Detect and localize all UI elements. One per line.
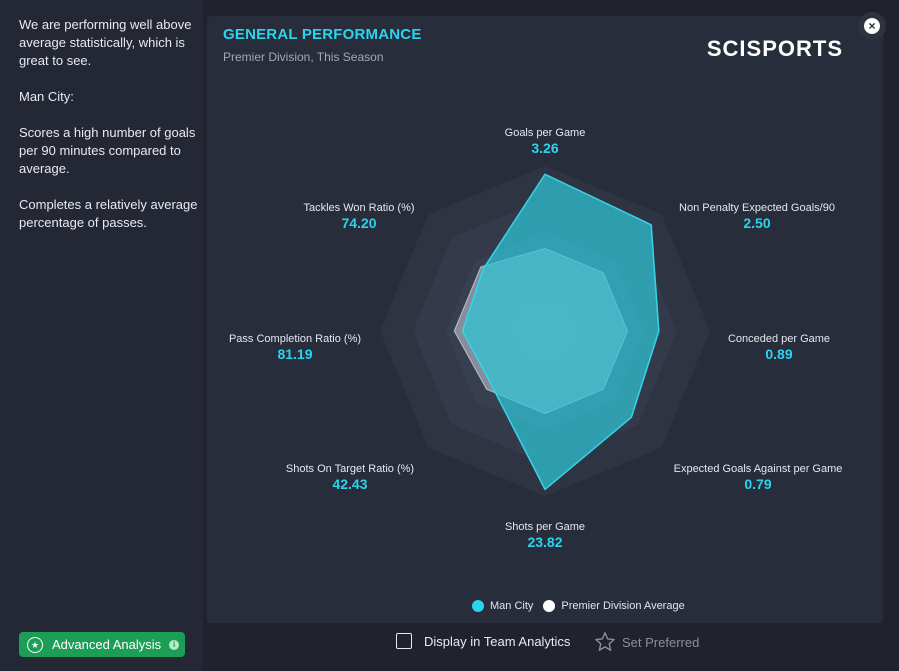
- summary-paragraph: Scores a high number of goals per 90 min…: [19, 125, 196, 176]
- display-team-analytics-checkbox[interactable]: [396, 633, 412, 649]
- series-area-man-city: [461, 173, 660, 491]
- summary-paragraph: Completes a relatively average percentag…: [19, 197, 198, 230]
- axis-label: Conceded per Game: [728, 333, 830, 345]
- axis-value-label: 3.26: [531, 140, 558, 156]
- legend-dot-icon: [472, 600, 484, 612]
- display-team-analytics-label: Display in Team Analytics: [424, 633, 571, 649]
- legend-label: Premier Division Average: [561, 600, 685, 612]
- summary-paragraph: Man City:: [19, 89, 74, 104]
- close-button[interactable]: ×: [858, 12, 886, 40]
- chart-legend: Man City Premier Division Average: [472, 600, 695, 612]
- axis-value-label: 0.79: [744, 476, 771, 492]
- star-outline-icon: [595, 632, 615, 651]
- legend-label: Man City: [490, 600, 534, 612]
- axis-label: Expected Goals Against per Game: [674, 463, 843, 475]
- display-team-analytics-toggle[interactable]: Display in Team Analytics: [396, 633, 570, 649]
- axis-label: Non Penalty Expected Goals/90: [679, 202, 835, 214]
- axis-label: Pass Completion Ratio (%): [229, 333, 361, 345]
- set-preferred-label: Set Preferred: [622, 634, 700, 650]
- axis-value-label: 74.20: [341, 215, 376, 231]
- axis-label: Tackles Won Ratio (%): [303, 202, 414, 214]
- axis-value-label: 81.19: [277, 346, 312, 362]
- advanced-analysis-button[interactable]: ★ Advanced Analysis i: [19, 632, 185, 657]
- info-icon[interactable]: i: [169, 639, 180, 650]
- card-title: GENERAL PERFORMANCE: [223, 26, 422, 43]
- axis-label: Shots On Target Ratio (%): [286, 463, 414, 475]
- axis-value-label: 42.43: [332, 476, 367, 492]
- performance-card: GENERAL PERFORMANCE Premier Division, Th…: [207, 16, 883, 623]
- close-icon: ×: [864, 18, 880, 34]
- star-badge-icon: ★: [27, 636, 43, 653]
- axis-label: Shots per Game: [505, 521, 585, 533]
- legend-item-league-average: Premier Division Average: [543, 600, 685, 612]
- legend-dot-icon: [543, 600, 556, 612]
- scisports-logo: SCISPORTS: [706, 36, 843, 61]
- axis-value-label: 0.89: [765, 346, 792, 362]
- card-subtitle: Premier Division, This Season: [223, 50, 384, 64]
- advanced-analysis-label: Advanced Analysis: [52, 637, 162, 652]
- axis-value-label: 2.50: [743, 215, 770, 231]
- summary-paragraph: We are performing well above average sta…: [19, 17, 192, 68]
- axis-value-label: 23.82: [527, 534, 562, 550]
- set-preferred-button[interactable]: Set Preferred: [594, 631, 699, 653]
- summary-text: We are performing well above average sta…: [19, 16, 201, 250]
- legend-item-man-city: Man City: [472, 600, 533, 612]
- left-panel: We are performing well above average sta…: [0, 0, 203, 671]
- axis-label: Goals per Game: [505, 127, 586, 139]
